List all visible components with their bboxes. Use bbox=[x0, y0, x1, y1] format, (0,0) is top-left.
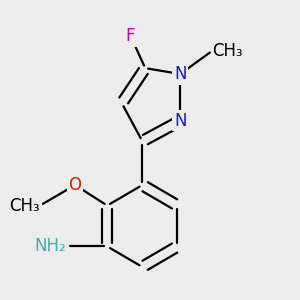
Text: CH₃: CH₃ bbox=[212, 42, 243, 60]
Text: N: N bbox=[174, 65, 187, 83]
Text: NH₂: NH₂ bbox=[34, 238, 66, 256]
Text: N: N bbox=[174, 112, 187, 130]
Text: F: F bbox=[126, 27, 135, 45]
Text: O: O bbox=[69, 176, 82, 194]
Text: CH₃: CH₃ bbox=[9, 196, 40, 214]
